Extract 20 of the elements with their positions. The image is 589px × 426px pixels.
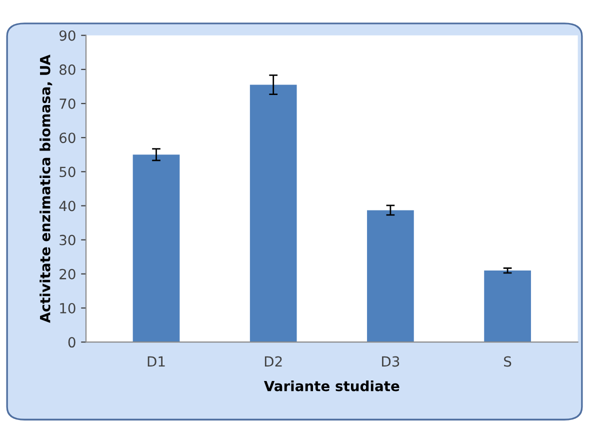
y-tick-label: 70 xyxy=(60,98,76,109)
y-axis-title: Activitate enzimatica biomasa, UA xyxy=(40,54,52,323)
x-axis-title: Variante studiate xyxy=(264,380,400,392)
y-tick-label: 10 xyxy=(60,302,76,314)
bar xyxy=(367,210,414,342)
x-tick-label: D1 xyxy=(148,356,165,367)
bar xyxy=(484,270,531,342)
y-tick-label: 50 xyxy=(60,166,76,178)
y-tick-label: 0 xyxy=(68,337,76,348)
y-tick-label: 80 xyxy=(60,64,76,75)
y-tick-label: 60 xyxy=(60,132,76,144)
bar xyxy=(132,154,180,342)
y-tick-label: 20 xyxy=(60,268,76,280)
y-tick-label: 90 xyxy=(59,30,76,41)
bar xyxy=(250,84,297,342)
y-tick-label: 30 xyxy=(60,234,76,246)
y-tick-label: 40 xyxy=(59,200,76,212)
x-tick-label: S xyxy=(504,356,512,367)
x-tick-label: D3 xyxy=(382,356,400,367)
x-tick-label: D2 xyxy=(264,356,282,367)
